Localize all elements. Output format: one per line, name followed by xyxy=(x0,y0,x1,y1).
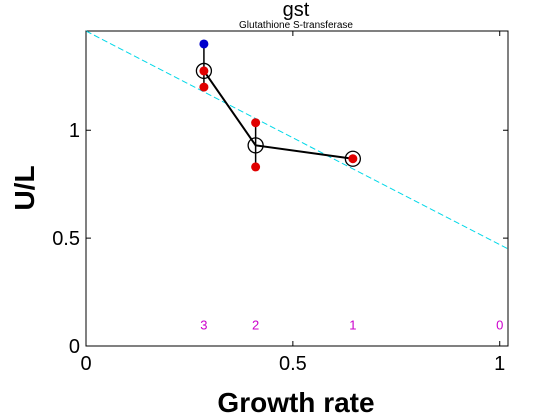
replicate-points xyxy=(199,66,358,172)
y-axis-ticks: 00.51 xyxy=(52,120,508,358)
x-tick-label: 1 xyxy=(494,353,505,375)
x-tick-label: 0.5 xyxy=(279,353,307,375)
condition-label: 0 xyxy=(496,317,503,332)
error-bars xyxy=(203,43,257,167)
replicate-point xyxy=(199,82,209,92)
y-tick-label: 0 xyxy=(69,336,80,358)
plot-area xyxy=(85,30,509,347)
mean-point xyxy=(344,150,362,167)
replicate-point xyxy=(348,154,358,164)
x-axis-ticks: 0 0.5 1 xyxy=(80,31,505,375)
condition-label: 3 xyxy=(200,317,207,332)
mean-point xyxy=(247,137,264,154)
chart-subtitle: Glutathione S-transferase xyxy=(239,20,353,31)
mean-points xyxy=(195,62,362,167)
condition-label: 2 xyxy=(252,317,259,332)
y-axis-label: U/L xyxy=(9,165,40,210)
outlier-points xyxy=(199,39,209,49)
mean-line xyxy=(203,70,353,160)
outlier-point xyxy=(199,39,209,49)
replicate-point xyxy=(251,118,261,128)
x-tick-label: 0 xyxy=(80,353,91,375)
y-tick-label: 1 xyxy=(69,120,80,142)
replicate-point xyxy=(199,66,209,76)
condition-label: 1 xyxy=(349,317,356,332)
y-tick-label: 0.5 xyxy=(52,228,80,250)
x-axis-label: Growth rate xyxy=(217,387,374,418)
chart-title: gst xyxy=(283,0,310,21)
fit-line xyxy=(85,30,509,250)
condition-labels: 3 2 1 0 xyxy=(200,317,503,332)
mean-point xyxy=(195,62,213,80)
replicate-point xyxy=(251,162,261,172)
